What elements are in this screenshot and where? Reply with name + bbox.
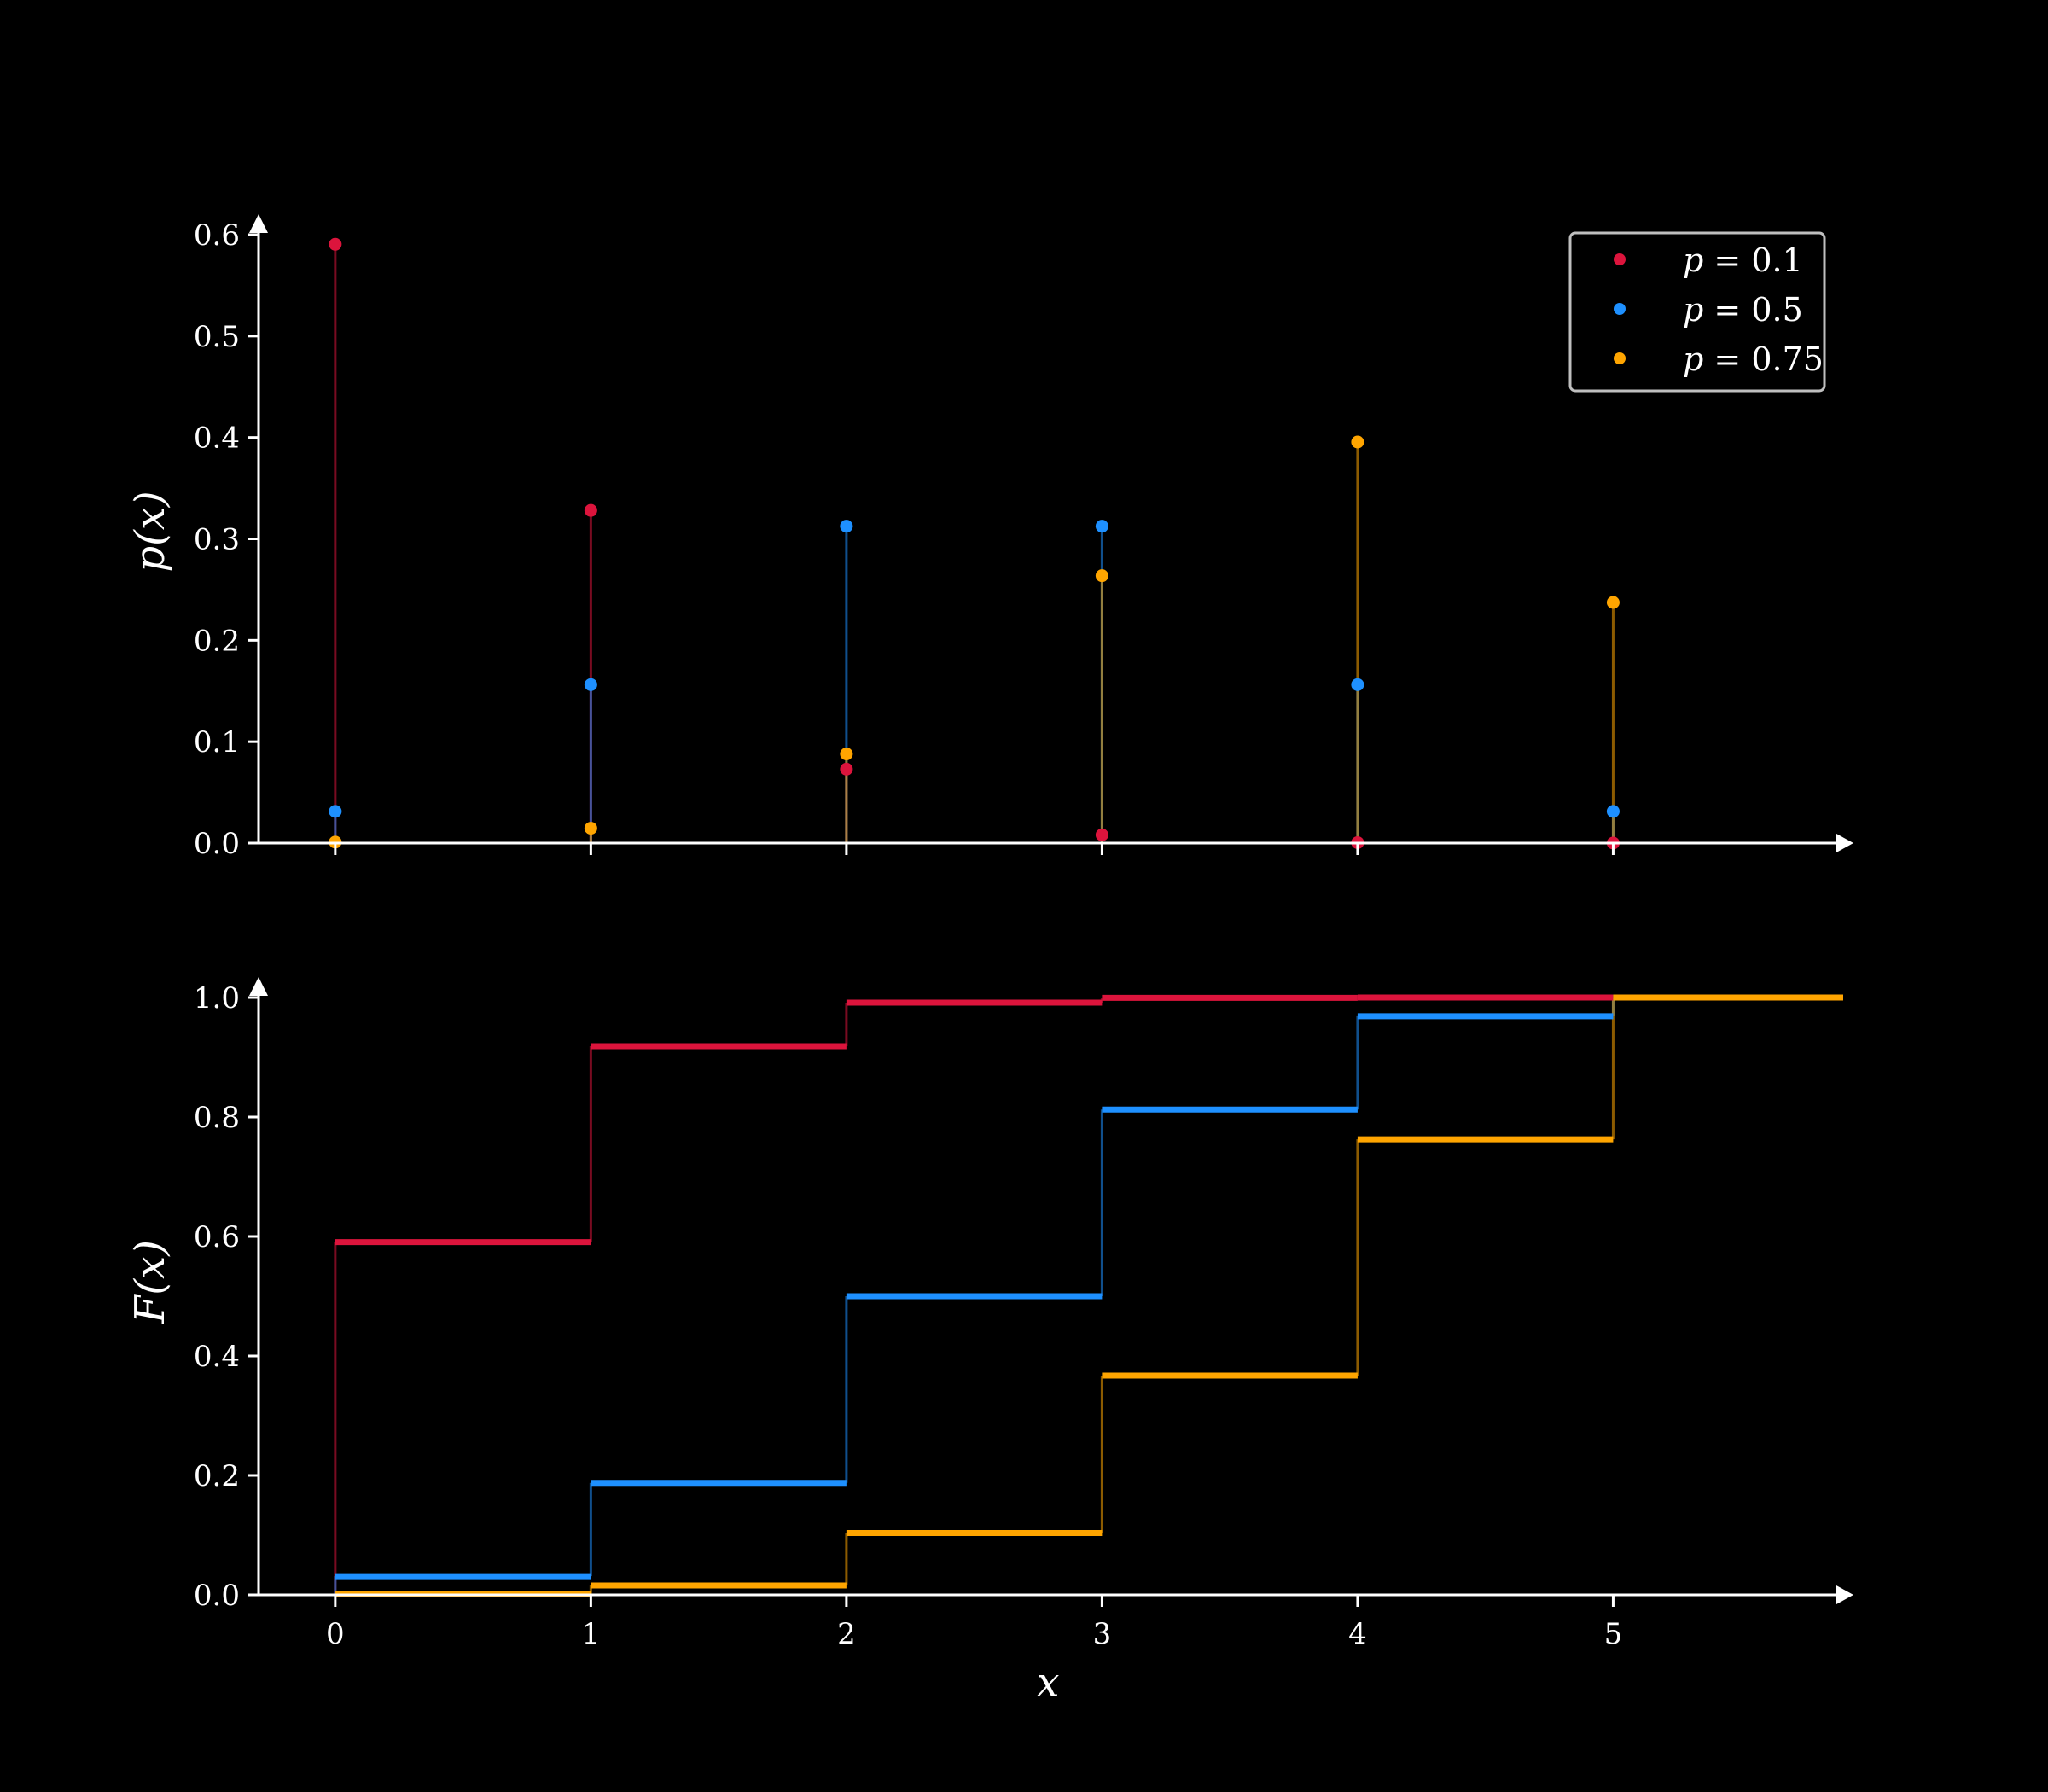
legend-label-p-0-1-val: 0.1 (1751, 241, 1802, 279)
cdf-y-tick-label-0-8: 0.8 (194, 1101, 240, 1135)
pmf-y-tick-label-0-1: 0.1 (194, 725, 240, 759)
pmf-point-p-0-1-x0 (329, 237, 342, 251)
legend-label-p-0-5-op: = (1703, 291, 1751, 329)
cdf-x-tick-label-5: 5 (1604, 1617, 1623, 1651)
pmf-y-tick-label-0-5: 0.5 (194, 320, 240, 354)
pmf-point-p-0-5-x1 (584, 678, 597, 691)
pmf-panel: 0.0 0.1 0.2 0.3 0.4 0.5 0.6 p(x) (126, 214, 1853, 861)
cdf-axes: 0.0 0.2 0.4 0.6 0.8 1.0 0 1 2 3 4 5 (194, 977, 1853, 1651)
cdf-x-tick-label-0: 0 (326, 1617, 345, 1651)
pmf-y-axis-arrow (249, 214, 268, 233)
cdf-y-tick-label-1-0: 1.0 (194, 981, 240, 1015)
cdf-x-axis-arrow (1836, 1585, 1853, 1604)
legend-label-p-0-5-var: p (1683, 291, 1703, 329)
cdf-x-axis-label: x (1036, 1659, 1059, 1707)
pmf-point-p-0-5-x5 (1606, 805, 1620, 818)
pmf-point-p-0-75-x3 (1095, 569, 1108, 583)
legend-label-p-0-1-op: = (1703, 241, 1751, 279)
cdf-y-axis-label: F(x) (126, 1240, 174, 1324)
pmf-axes: 0.0 0.1 0.2 0.3 0.4 0.5 0.6 (194, 214, 1853, 861)
cdf-x-tick-label-3: 3 (1093, 1617, 1112, 1651)
cdf-x-tick-label-1: 1 (582, 1617, 601, 1651)
pmf-point-p-0-5-x2 (840, 520, 853, 533)
legend-label-p-0-1: p = 0.1 (1683, 241, 1803, 279)
legend-label-p-0-1-var: p (1683, 241, 1703, 279)
legend-label-p-0-5-val: 0.5 (1751, 291, 1802, 329)
legend-marker-p-0-5 (1614, 303, 1626, 315)
pmf-point-p-0-1-x3 (1095, 828, 1108, 841)
pmf-point-p-0-5-x4 (1351, 678, 1364, 691)
pmf-y-axis-label: p(x) (126, 491, 174, 572)
pmf-y-tick-label-0-2: 0.2 (194, 624, 240, 658)
pmf-marks (329, 237, 1620, 850)
legend-label-p-0-5: p = 0.5 (1683, 291, 1803, 329)
legend-label-p-0-75-op: = (1703, 340, 1751, 378)
cdf-x-tick-label-2: 2 (837, 1617, 856, 1651)
cdf-panel: 0.0 0.2 0.4 0.6 0.8 1.0 0 1 2 3 4 5 F(x) x (126, 977, 1853, 1707)
pmf-y-tick-label-0-4: 0.4 (194, 422, 240, 456)
pmf-x-axis-arrow (1836, 834, 1853, 852)
cdf-x-tick-label-4: 4 (1348, 1617, 1367, 1651)
pmf-point-p-0-1-x1 (584, 503, 597, 517)
pmf-point-p-0-5-x0 (329, 805, 342, 818)
legend-frame (1568, 231, 1826, 393)
legend-marker-p-0-1 (1614, 253, 1626, 265)
pmf-point-p-0-75-x5 (1606, 596, 1620, 609)
cdf-y-tick-label-0-0: 0.0 (194, 1579, 240, 1613)
cdf-y-tick-label-0-2: 0.2 (194, 1459, 240, 1493)
pmf-y-tick-label-0-6: 0.6 (194, 218, 240, 253)
pmf-point-p-0-75-x4 (1351, 435, 1364, 449)
pmf-point-p-0-1-x2 (840, 762, 853, 776)
pmf-y-tick-label-0-0: 0.0 (194, 827, 240, 861)
pmf-point-p-0-5-x3 (1095, 520, 1108, 533)
pmf-y-tick-label-0-3: 0.3 (194, 523, 240, 557)
pmf-point-p-0-75-x1 (584, 822, 597, 835)
legend-label-p-0-75-var: p (1683, 340, 1703, 378)
cdf-y-tick-label-0-6: 0.6 (194, 1220, 240, 1254)
pmf-point-p-0-75-x2 (840, 748, 853, 761)
cdf-y-axis-arrow (249, 977, 268, 996)
legend-marker-p-0-75 (1614, 352, 1626, 364)
legend: p = 0.1 p = 0.5 p = 0.75 (1568, 231, 1826, 393)
legend-label-p-0-75-val: 0.75 (1751, 340, 1824, 378)
cdf-y-tick-label-0-4: 0.4 (194, 1340, 240, 1374)
legend-label-p-0-75: p = 0.75 (1683, 340, 1824, 378)
